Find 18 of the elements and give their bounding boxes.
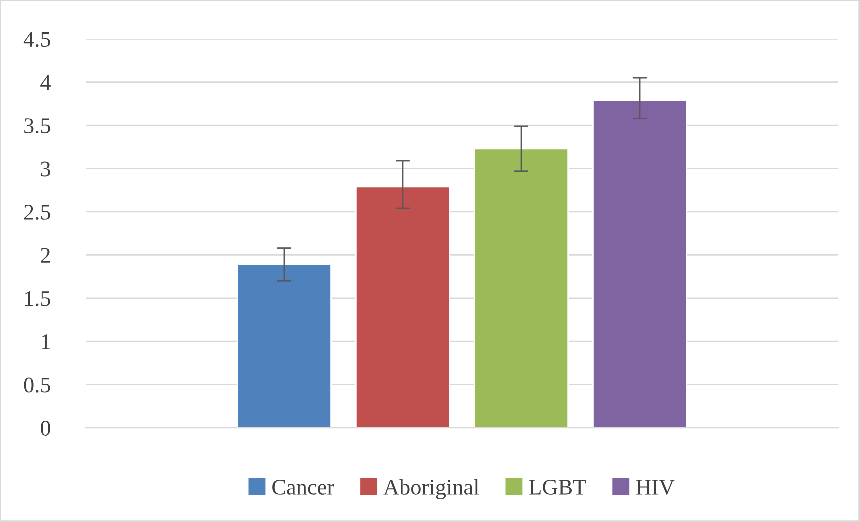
bar	[592, 100, 688, 428]
y-tick-label: 2.5	[24, 204, 50, 220]
y-tick-label: 3.5	[24, 118, 50, 134]
y-tick-label: 0	[41, 420, 50, 436]
legend-label: Aboriginal	[384, 479, 480, 500]
bar	[355, 186, 450, 428]
y-tick-label: 1.5	[25, 291, 50, 306]
y-tick-label: 1	[42, 334, 50, 350]
y-tick-label: 0.5	[24, 378, 50, 393]
legend-label: HIV	[636, 480, 675, 496]
bar	[236, 264, 332, 428]
y-tick-label: 4.5	[24, 32, 50, 48]
y-tick-label: 2	[41, 248, 50, 263]
y-tick-label: 4	[40, 75, 51, 90]
y-tick-label: 3	[41, 162, 50, 177]
bar	[474, 148, 570, 428]
legend-label: Cancer	[272, 480, 334, 495]
legend-label: LGBT	[529, 480, 586, 495]
